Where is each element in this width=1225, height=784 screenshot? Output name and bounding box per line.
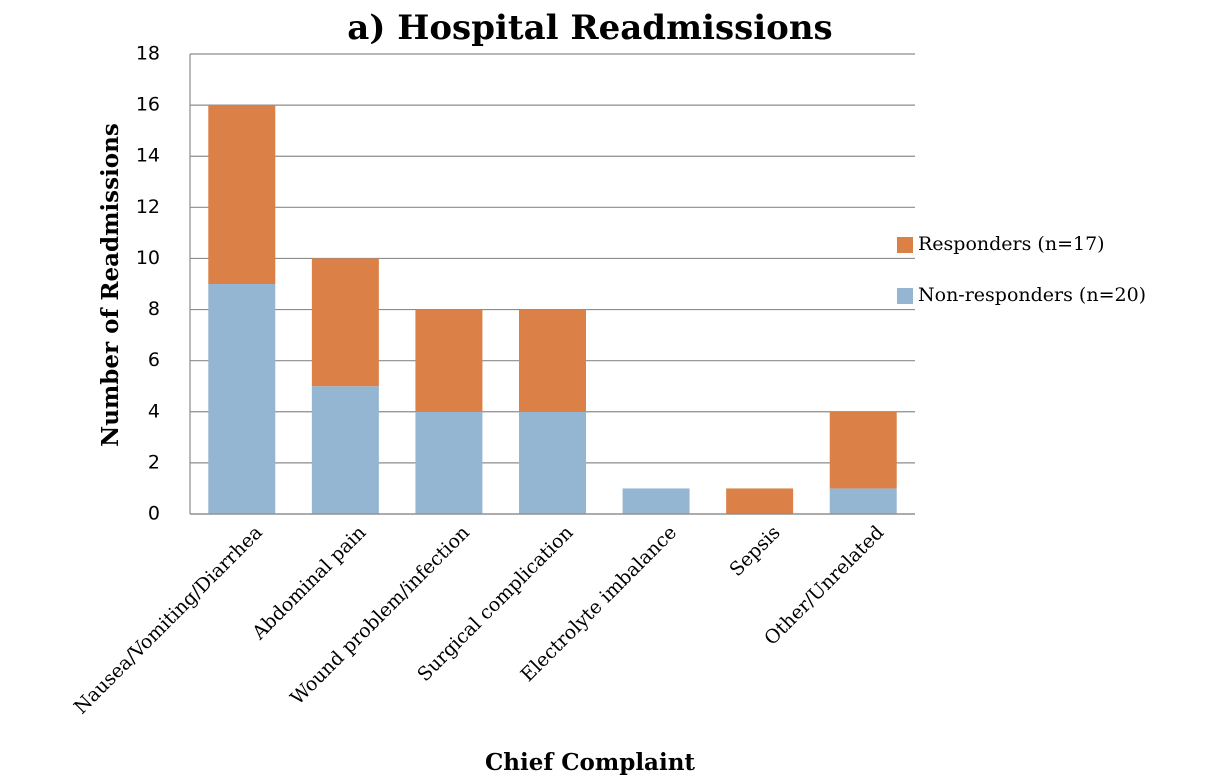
legend-label: Responders (n=17) bbox=[918, 233, 1105, 255]
y-tick-label: 2 bbox=[148, 451, 160, 473]
legend-swatch bbox=[897, 288, 913, 304]
bar-segment bbox=[311, 386, 379, 514]
bar-segment bbox=[311, 258, 379, 387]
x-tick-label: Abdominal pain bbox=[247, 522, 370, 645]
bar-segment bbox=[622, 488, 690, 514]
chart-title: a) Hospital Readmissions bbox=[347, 8, 832, 48]
x-tick-label: Wound problem/infection bbox=[286, 522, 474, 710]
x-tick-label: Sepsis bbox=[725, 522, 784, 581]
x-axis-label: Chief Complaint bbox=[485, 749, 695, 776]
bar-segment bbox=[415, 411, 483, 514]
y-tick-label: 14 bbox=[136, 145, 160, 167]
y-tick-label: 18 bbox=[136, 43, 160, 65]
bar-segment bbox=[829, 411, 897, 489]
y-tick-label: 0 bbox=[148, 503, 160, 525]
y-tick-label: 10 bbox=[136, 247, 160, 269]
y-tick-label: 12 bbox=[136, 196, 160, 218]
legend-label: Non-responders (n=20) bbox=[918, 284, 1146, 306]
bar-segment bbox=[519, 309, 586, 412]
y-tick-label: 8 bbox=[148, 298, 160, 320]
bar-segment bbox=[519, 411, 586, 514]
y-tick-label: 16 bbox=[136, 94, 160, 116]
y-tick-label: 6 bbox=[148, 349, 160, 371]
x-tick-label: Nausea/Vomiting/Diarrhea bbox=[70, 522, 267, 719]
bar-segment bbox=[829, 488, 897, 514]
bar-segment bbox=[208, 284, 276, 514]
y-tick-label: 4 bbox=[148, 400, 160, 422]
y-axis-label: Number of Readmissions bbox=[97, 123, 124, 447]
bar-segment bbox=[208, 105, 276, 284]
bar-segment bbox=[726, 488, 794, 514]
bar-segment bbox=[415, 309, 483, 412]
legend-swatch bbox=[897, 237, 913, 253]
